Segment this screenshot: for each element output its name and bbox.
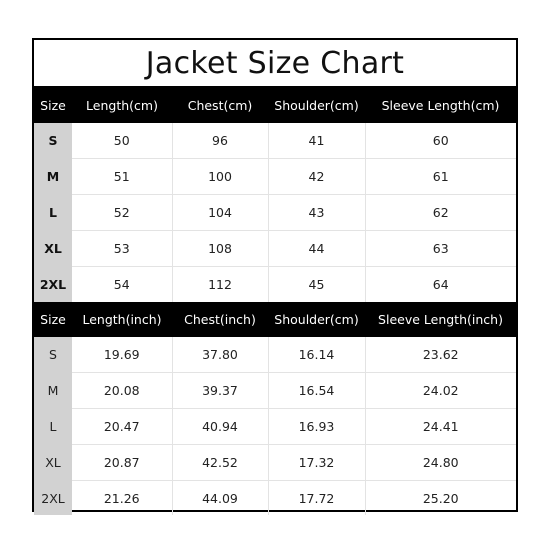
table-cell: 54 bbox=[72, 266, 173, 302]
table-row: XL 53 108 44 63 bbox=[34, 230, 516, 267]
header-cell: Sleeve Length(cm) bbox=[365, 88, 516, 123]
header-cell: Size bbox=[34, 88, 72, 123]
table-cell: 51 bbox=[72, 158, 173, 195]
header-cell: Length(inch) bbox=[72, 302, 172, 337]
size-label: L bbox=[34, 194, 72, 231]
table-cell: 44 bbox=[268, 230, 366, 267]
size-label: XL bbox=[34, 444, 72, 481]
inch-header-row: Size Length(inch) Chest(inch) Shoulder(c… bbox=[34, 302, 516, 337]
table-cell: 44.09 bbox=[172, 480, 269, 515]
table-cell: 60 bbox=[365, 123, 516, 159]
table-cell: 63 bbox=[365, 230, 516, 267]
table-row: S 19.69 37.80 16.14 23.62 bbox=[34, 337, 516, 373]
table-cell: 61 bbox=[365, 158, 516, 195]
table-cell: 104 bbox=[172, 194, 269, 231]
table-cell: 39.37 bbox=[172, 372, 269, 409]
inch-size-table: Size Length(inch) Chest(inch) Shoulder(c… bbox=[34, 302, 516, 515]
table-cell: 100 bbox=[172, 158, 269, 195]
table-cell: 112 bbox=[172, 266, 269, 302]
size-label: S bbox=[34, 123, 72, 159]
table-row: 2XL 54 112 45 64 bbox=[34, 266, 516, 302]
size-label: XL bbox=[34, 230, 72, 267]
table-cell: 20.08 bbox=[72, 372, 173, 409]
size-label: L bbox=[34, 408, 72, 445]
table-cell: 43 bbox=[268, 194, 366, 231]
size-label: M bbox=[34, 158, 72, 195]
table-cell: 17.72 bbox=[268, 480, 366, 515]
table-cell: 37.80 bbox=[172, 337, 269, 373]
header-cell: Shoulder(cm) bbox=[268, 88, 365, 123]
table-cell: 20.87 bbox=[72, 444, 173, 481]
table-cell: 62 bbox=[365, 194, 516, 231]
table-cell: 42.52 bbox=[172, 444, 269, 481]
header-cell: Size bbox=[34, 302, 72, 337]
table-row: S 50 96 41 60 bbox=[34, 123, 516, 159]
chart-title: Jacket Size Chart bbox=[34, 40, 516, 88]
table-cell: 21.26 bbox=[72, 480, 173, 515]
table-row: L 52 104 43 62 bbox=[34, 194, 516, 231]
table-cell: 50 bbox=[72, 123, 173, 159]
size-chart: Jacket Size Chart Size Length(cm) Chest(… bbox=[32, 38, 518, 515]
table-cell: 23.62 bbox=[365, 337, 516, 373]
table-cell: 108 bbox=[172, 230, 269, 267]
header-cell: Sleeve Length(inch) bbox=[365, 302, 516, 337]
table-cell: 41 bbox=[268, 123, 366, 159]
table-cell: 24.02 bbox=[365, 372, 516, 409]
table-cell: 24.80 bbox=[365, 444, 516, 481]
table-cell: 96 bbox=[172, 123, 269, 159]
table-row: 2XL 21.26 44.09 17.72 25.20 bbox=[34, 480, 516, 515]
table-row: XL 20.87 42.52 17.32 24.80 bbox=[34, 444, 516, 481]
table-cell: 20.47 bbox=[72, 408, 173, 445]
table-cell: 64 bbox=[432, 277, 449, 292]
table-cell: 16.14 bbox=[268, 337, 366, 373]
table-cell: 16.54 bbox=[268, 372, 366, 409]
table-cell: 42 bbox=[268, 158, 366, 195]
table-row: L 20.47 40.94 16.93 24.41 bbox=[34, 408, 516, 445]
table-cell: 53 bbox=[72, 230, 173, 267]
header-cell: Chest(inch) bbox=[172, 302, 268, 337]
cm-header-row: Size Length(cm) Chest(cm) Shoulder(cm) S… bbox=[34, 88, 516, 123]
table-cell: 16.93 bbox=[268, 408, 366, 445]
size-label: S bbox=[34, 337, 72, 373]
table-cell: 17.32 bbox=[268, 444, 366, 481]
table-cell: 45 bbox=[268, 266, 366, 302]
table-row: M 51 100 42 61 bbox=[34, 158, 516, 195]
size-label: 2XL bbox=[34, 480, 72, 515]
cm-size-table: Size Length(cm) Chest(cm) Shoulder(cm) S… bbox=[34, 88, 516, 302]
table-cell: 40.94 bbox=[172, 408, 269, 445]
size-label: M bbox=[34, 372, 72, 409]
table-cell: 25.20 bbox=[422, 490, 459, 506]
size-label: 2XL bbox=[34, 266, 72, 302]
table-cell: 24.41 bbox=[365, 408, 516, 445]
header-cell: Shoulder(cm) bbox=[268, 302, 365, 337]
header-cell: Chest(cm) bbox=[172, 88, 268, 123]
table-cell: 19.69 bbox=[72, 337, 173, 373]
table-row: M 20.08 39.37 16.54 24.02 bbox=[34, 372, 516, 409]
header-cell: Length(cm) bbox=[72, 88, 172, 123]
table-cell: 52 bbox=[72, 194, 173, 231]
